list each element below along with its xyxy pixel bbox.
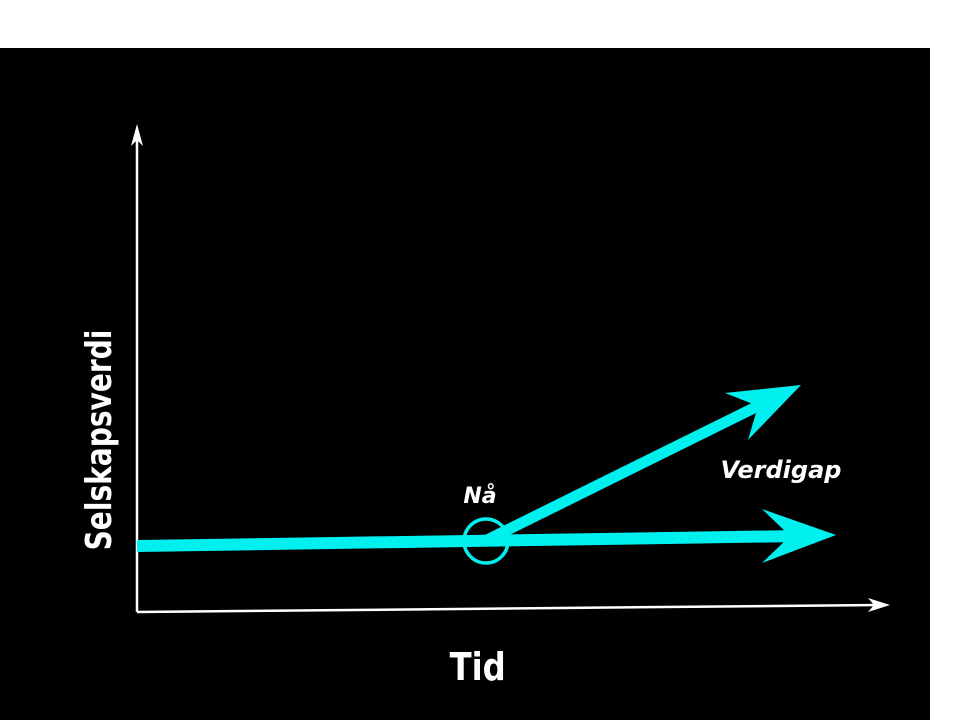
now-marker (462, 517, 510, 565)
value-gap-label: Verdigap (721, 456, 842, 484)
x-axis (136, 598, 890, 614)
y-axis (131, 124, 143, 612)
x-axis-label: Tid (450, 646, 506, 690)
y-axis-label: Selskapsverdi (78, 330, 120, 551)
now-label: Nå (463, 483, 496, 509)
baseline-trend-arrow (136, 509, 836, 563)
growth-trend-arrow (482, 385, 801, 546)
